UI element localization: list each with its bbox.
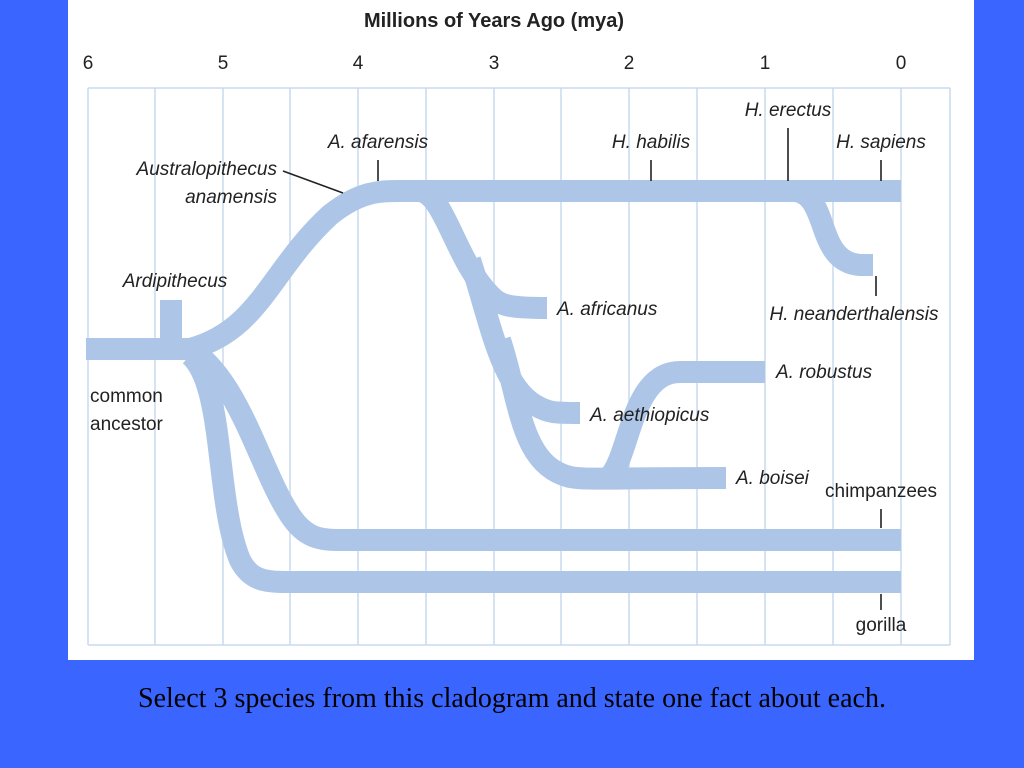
label-anamensis-line1: Australopithecus xyxy=(136,159,278,180)
cladogram-panel: Millions of Years Ago (mya) 6 5 4 3 2 1 … xyxy=(68,0,974,660)
anamensis-leader xyxy=(282,170,344,194)
tick-label-3: 3 xyxy=(489,53,500,74)
chimpanzee-branch xyxy=(183,339,901,551)
aethiopicus-branch xyxy=(459,256,581,424)
label-aethiopicus: A. aethiopicus xyxy=(589,405,710,426)
gorilla-branch xyxy=(181,346,901,593)
label-gorilla: gorilla xyxy=(856,615,907,636)
label-habilis: H. habilis xyxy=(612,132,691,153)
leader-lines xyxy=(282,128,882,610)
robustus-branch xyxy=(599,361,765,487)
label-afarensis: A. afarensis xyxy=(327,132,429,153)
axis-title: Millions of Years Ago (mya) xyxy=(364,10,624,32)
tick-label-2: 2 xyxy=(624,53,635,74)
label-boisei: A. boisei xyxy=(735,468,810,489)
slide-caption: Select 3 species from this cladogram and… xyxy=(138,683,886,714)
homo-lineage-branch xyxy=(186,180,901,360)
label-africanus: A. africanus xyxy=(556,299,658,320)
tick-label-4: 4 xyxy=(353,53,364,74)
cladogram-diagram: Millions of Years Ago (mya) 6 5 4 3 2 1 … xyxy=(83,10,951,646)
neanderthalensis-branch xyxy=(792,180,873,276)
label-sapiens: H. sapiens xyxy=(836,132,926,153)
label-erectus: H. erectus xyxy=(745,100,832,121)
branches xyxy=(86,180,901,593)
label-neanderthalensis: H. neanderthalensis xyxy=(770,304,939,325)
label-common-ancestor-line2: ancestor xyxy=(90,414,164,435)
label-anamensis-line2: anamensis xyxy=(185,187,277,208)
tick-label-0: 0 xyxy=(896,53,907,74)
tick-label-6: 6 xyxy=(83,53,94,74)
label-common-ancestor-line1: common xyxy=(90,386,163,407)
tick-label-5: 5 xyxy=(218,53,229,74)
label-robustus: A. robustus xyxy=(775,362,873,383)
boisei-branch xyxy=(489,336,727,490)
label-ardipithecus: Ardipithecus xyxy=(122,271,228,292)
tick-label-1: 1 xyxy=(760,53,771,74)
label-chimpanzees: chimpanzees xyxy=(825,481,937,502)
